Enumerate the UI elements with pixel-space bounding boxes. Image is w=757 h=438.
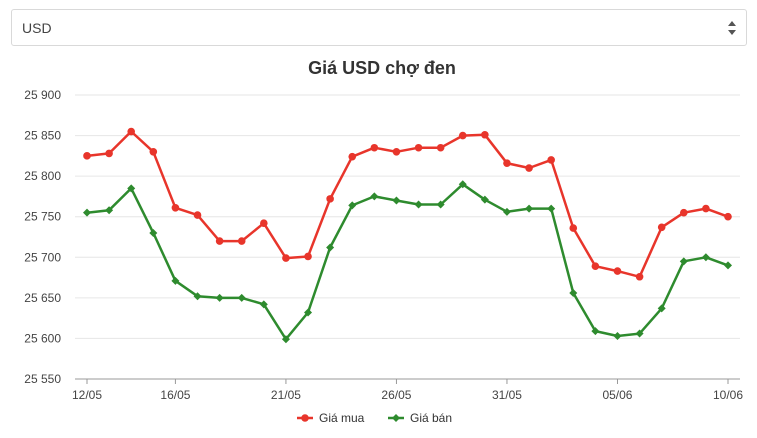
data-point[interactable]	[525, 164, 533, 172]
data-point[interactable]	[613, 331, 622, 340]
data-point[interactable]	[260, 219, 268, 228]
data-point[interactable]	[635, 329, 644, 338]
data-point[interactable]	[105, 149, 113, 158]
data-point[interactable]	[304, 252, 312, 261]
data-point[interactable]	[657, 304, 666, 313]
series-layer	[83, 127, 732, 344]
currency-select[interactable]: USD	[11, 9, 747, 46]
data-point[interactable]	[701, 253, 710, 262]
y-tick-label: 25 900	[24, 88, 61, 102]
data-point[interactable]	[304, 308, 313, 317]
series-line	[86, 130, 729, 279]
data-point[interactable]	[370, 192, 379, 201]
y-tick-label: 25 650	[24, 291, 61, 305]
data-point[interactable]	[105, 206, 114, 215]
data-point[interactable]	[613, 267, 622, 275]
data-point[interactable]	[480, 195, 489, 204]
data-point[interactable]	[83, 208, 91, 217]
data-point[interactable]	[281, 335, 290, 344]
x-tick-label: 31/05	[492, 388, 522, 402]
data-point[interactable]	[702, 204, 710, 213]
data-point[interactable]	[414, 200, 423, 209]
y-tick-label: 25 600	[24, 331, 61, 345]
currency-select-value: USD	[22, 20, 52, 36]
legend-swatch-marker	[301, 414, 309, 422]
data-point[interactable]	[724, 212, 732, 221]
data-point[interactable]	[502, 207, 511, 216]
data-point[interactable]	[282, 254, 290, 262]
data-point[interactable]	[171, 276, 180, 285]
series-2	[83, 180, 732, 344]
y-tick-label: 25 700	[24, 250, 61, 264]
data-point[interactable]	[591, 262, 600, 271]
data-point[interactable]	[193, 292, 202, 301]
data-point[interactable]	[503, 159, 511, 167]
data-point[interactable]	[237, 237, 246, 245]
data-point[interactable]	[326, 195, 334, 203]
legend-item[interactable]: Giá mua	[297, 411, 365, 425]
data-point[interactable]	[679, 208, 688, 217]
data-point[interactable]	[193, 211, 202, 219]
x-tick-label: 10/06	[713, 388, 743, 402]
x-tick-label: 26/05	[381, 388, 411, 402]
y-tick-label: 25 750	[24, 210, 61, 224]
y-tick-label: 25 800	[24, 169, 61, 183]
y-axis-ticks: 25 550 25 600 25 650 25 700 25 750 25 800 25 8…	[24, 88, 61, 386]
data-point[interactable]	[635, 272, 644, 281]
data-point[interactable]	[547, 204, 556, 213]
data-point[interactable]	[392, 148, 401, 156]
data-point[interactable]	[370, 143, 379, 152]
x-tick-label: 21/05	[271, 388, 301, 402]
data-point[interactable]	[436, 200, 445, 209]
data-point[interactable]	[481, 130, 489, 139]
data-point[interactable]	[392, 196, 401, 205]
series-line	[86, 183, 729, 341]
data-point[interactable]	[414, 143, 423, 152]
x-tick-label: 16/05	[160, 388, 190, 402]
series-1	[83, 127, 732, 281]
data-point[interactable]	[458, 131, 467, 140]
data-point[interactable]	[569, 224, 578, 232]
data-point[interactable]	[724, 261, 732, 270]
legend-swatch-marker	[392, 414, 400, 422]
data-point[interactable]	[215, 293, 224, 302]
data-point[interactable]	[436, 143, 445, 152]
grid-lines	[75, 94, 740, 339]
x-tick-label: 05/06	[602, 388, 632, 402]
data-point[interactable]	[348, 201, 357, 210]
data-point[interactable]	[149, 228, 158, 237]
data-point[interactable]	[657, 223, 666, 232]
data-point[interactable]	[569, 288, 578, 297]
y-tick-label: 25 550	[24, 372, 61, 386]
data-point[interactable]	[525, 204, 534, 213]
data-point[interactable]	[547, 156, 555, 164]
data-point[interactable]	[259, 300, 268, 309]
legend: Giá mua Giá bán	[297, 411, 452, 425]
data-point[interactable]	[127, 127, 136, 136]
data-point[interactable]	[171, 203, 180, 212]
y-tick-label: 25 850	[24, 129, 61, 143]
x-tick-label: 12/05	[72, 388, 102, 402]
legend-label: Giá mua	[319, 411, 365, 425]
data-point[interactable]	[127, 184, 136, 193]
data-point[interactable]	[237, 293, 246, 302]
data-point[interactable]	[215, 237, 224, 245]
data-point[interactable]	[591, 327, 600, 336]
legend-item[interactable]: Giá bán	[388, 411, 452, 425]
data-point[interactable]	[149, 148, 158, 156]
data-point[interactable]	[458, 180, 467, 189]
x-axis: 12/05 16/05 21/05 26/05 31/05 05/06 10/06	[72, 378, 743, 402]
legend-label: Giá bán	[410, 411, 452, 425]
data-point[interactable]	[348, 152, 357, 161]
data-point[interactable]	[326, 243, 335, 252]
data-point[interactable]	[679, 257, 688, 266]
chart-title: Giá USD chợ đen	[308, 58, 456, 78]
data-point[interactable]	[83, 152, 91, 160]
select-arrows-icon	[728, 21, 736, 35]
